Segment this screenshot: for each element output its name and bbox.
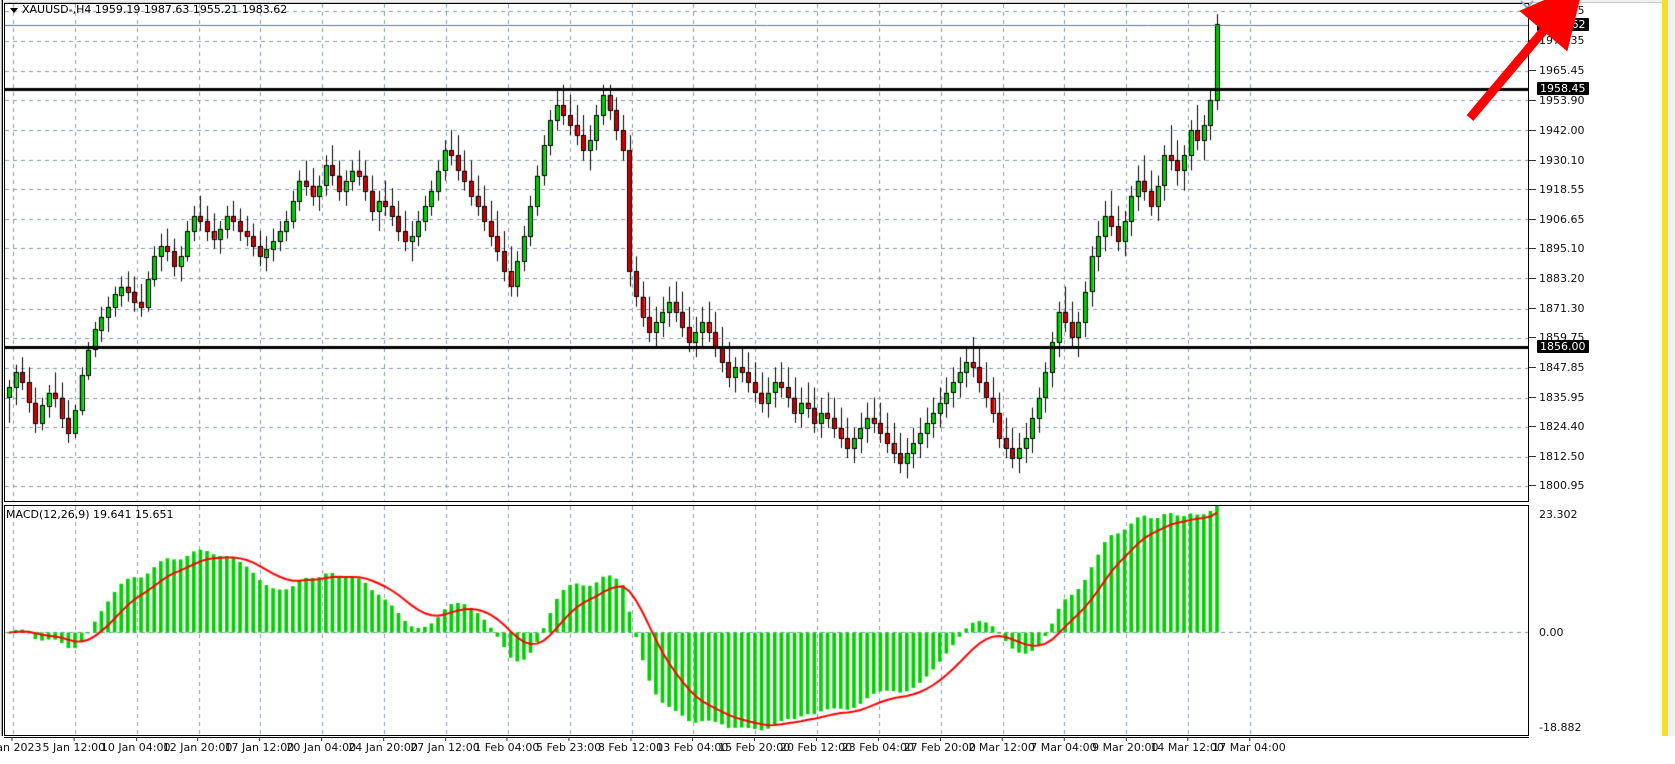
time-tick: 12 Jan 20:00 [163, 737, 232, 754]
price-tick: 1965.45 [1529, 64, 1585, 77]
price-tick: 1883.20 [1529, 271, 1585, 285]
time-tick: 13 Feb 04:00 [656, 737, 728, 754]
price-tick: 1895.10 [1529, 241, 1585, 255]
price-tick: 1918.55 [1529, 182, 1585, 196]
time-tick: 24 Jan 20:00 [348, 737, 418, 754]
time-tick: 20 Feb 12:00 [780, 737, 852, 754]
time-tick: 5 Feb 23:00 [536, 737, 601, 754]
price-tick: 1953.90 [1529, 93, 1585, 107]
macd-series [5, 506, 1528, 735]
time-tick: 15 Feb 20:00 [718, 737, 790, 754]
symbol-info-label: XAUUSD-,H4 1959.19 1987.63 1955.21 1983.… [10, 3, 287, 16]
scale-fix-marker[interactable] [1662, 0, 1667, 736]
price-tick: 1835.95 [1529, 391, 1585, 404]
price-tick: 1824.40 [1529, 420, 1585, 433]
time-tick: 7 Mar 04:00 [1030, 737, 1097, 754]
macd-indicator-panel[interactable] [4, 505, 1529, 736]
macd-info-label: MACD(12,26,9) 19.641 15.651 [6, 508, 174, 521]
price-tick: 1989.25 [1529, 4, 1585, 17]
time-tick: 20 Jan 04:00 [286, 737, 356, 754]
macd-tick: 23.302 [1539, 507, 1578, 521]
time-tick: 23 Feb 04:00 [842, 737, 914, 754]
time-tick: 2 Jan 2023 [0, 737, 41, 754]
current-price-tag: 1983.62 [1537, 18, 1589, 32]
time-tick: 17 Jan 12:00 [225, 737, 294, 754]
price-tick: 1812.50 [1529, 450, 1585, 463]
price-tick: 1977.35 [1529, 34, 1585, 47]
price-tick: 1930.10 [1529, 153, 1585, 167]
chevron-down-icon[interactable] [1519, 0, 1535, 10]
vertical-scrollbar[interactable] [1667, 0, 1675, 736]
time-tick: 1 Feb 04:00 [474, 737, 539, 754]
time-tick: 9 Mar 20:00 [1092, 737, 1159, 754]
price-tick: 1906.65 [1529, 212, 1585, 226]
window-left-border [0, 0, 4, 736]
time-tick: 2 Mar 12:00 [968, 737, 1035, 754]
price-tick: 1942.00 [1529, 123, 1585, 137]
price-scale[interactable]: 1989.25 1977.35 1965.45 1953.90 1942.00 1930.… [1529, 3, 1634, 502]
price-tick: 1800.95 [1529, 479, 1585, 492]
level-price-tag: 1856.00 [1537, 340, 1589, 354]
level-price-tag: 1958.45 [1537, 81, 1589, 95]
price-tick: 1871.30 [1529, 302, 1585, 315]
time-tick: 27 Feb 20:00 [904, 737, 976, 754]
price-chart-panel[interactable] [4, 3, 1529, 502]
time-tick: 27 Jan 12:00 [410, 737, 480, 754]
time-tick: 10 Jan 04:00 [101, 737, 171, 754]
symbol-info-text: XAUUSD-,H4 1959.19 1987.63 1955.21 1983.… [22, 3, 288, 16]
macd-scale[interactable]: 23.302 0.00 -18.882 [1529, 505, 1634, 736]
time-tick: 5 Jan 12:00 [43, 737, 105, 754]
time-tick: 14 Mar 12:00 [1150, 737, 1224, 754]
time-tick: 8 Feb 12:00 [598, 737, 663, 754]
price-tick: 1847.85 [1529, 361, 1585, 374]
triangle-down-icon[interactable] [10, 7, 18, 13]
window-top-border [0, 0, 1675, 3]
macd-tick: 0.00 [1539, 625, 1564, 639]
candlestick-series [5, 4, 1528, 501]
macd-tick: -18.882 [1539, 720, 1582, 734]
time-tick: 17 Mar 04:00 [1212, 737, 1286, 754]
